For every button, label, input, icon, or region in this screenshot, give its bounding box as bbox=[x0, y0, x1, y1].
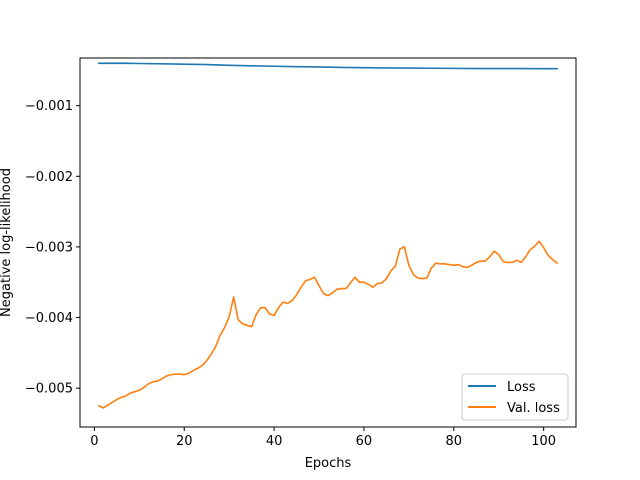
x-tick-label: 80 bbox=[446, 434, 463, 449]
x-tick-label: 0 bbox=[90, 434, 98, 449]
x-axis-label: Epochs bbox=[305, 456, 352, 471]
legend-label-loss: Loss bbox=[507, 380, 536, 395]
series-line-loss bbox=[98, 62, 558, 70]
plot-area bbox=[97, 62, 559, 409]
legend: Loss Val. loss bbox=[461, 373, 569, 421]
axes-frame bbox=[79, 57, 577, 428]
y-tick-label: −0.004 bbox=[25, 311, 73, 326]
y-tick-label: −0.005 bbox=[25, 382, 73, 397]
x-tick-label: 20 bbox=[176, 434, 193, 449]
series-line-val-loss bbox=[97, 240, 559, 409]
y-tick-label: −0.001 bbox=[25, 99, 73, 114]
x-tick-label: 40 bbox=[266, 434, 283, 449]
x-axis: 0 20 40 60 80 100 bbox=[90, 427, 556, 449]
legend-label-val-loss: Val. loss bbox=[507, 401, 560, 416]
y-axis: −0.005 −0.004 −0.003 −0.002 −0.001 bbox=[25, 99, 80, 397]
x-tick-label: 100 bbox=[531, 434, 556, 449]
y-tick-label: −0.002 bbox=[25, 170, 73, 185]
x-tick-label: 60 bbox=[356, 434, 373, 449]
y-axis-label: Negative log-likelihood bbox=[0, 168, 14, 317]
y-tick-label: −0.003 bbox=[25, 240, 73, 255]
